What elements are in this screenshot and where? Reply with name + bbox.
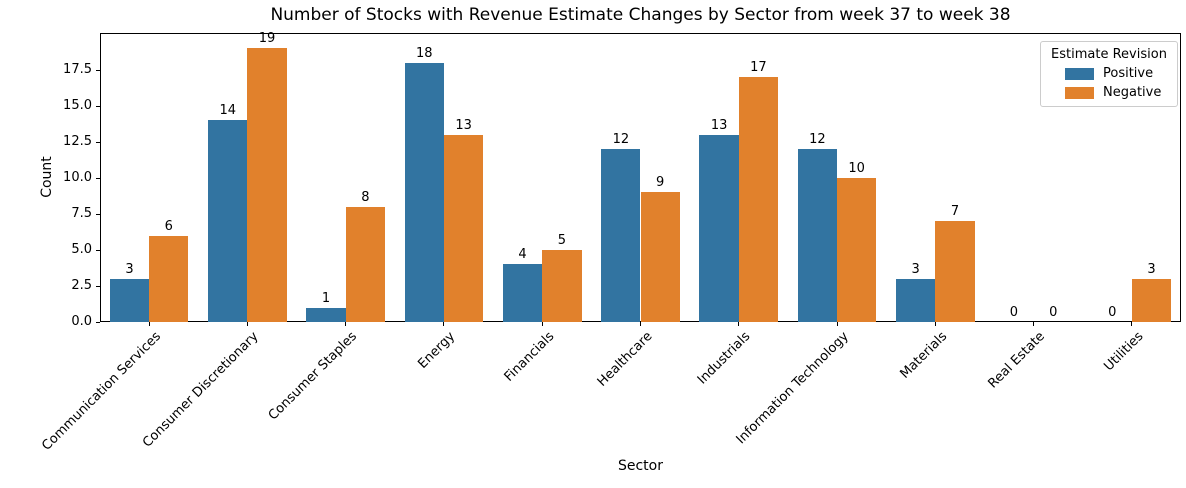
bar-negative — [443, 134, 484, 322]
x-tick-label: Consumer Staples — [265, 329, 361, 424]
x-tick-mark — [148, 322, 150, 326]
bar-value-label: 9 — [656, 175, 665, 191]
x-tick-mark — [443, 322, 445, 326]
bar-value-label: 3 — [1147, 261, 1156, 277]
bar-value-label: 8 — [361, 189, 370, 205]
x-tick-label: Utilities — [1101, 329, 1147, 375]
bar-negative — [345, 206, 385, 322]
bar-negative — [837, 178, 877, 322]
bar-value-label: 12 — [809, 132, 826, 148]
negative-series-swatch — [1065, 86, 1094, 99]
x-tick-mark — [640, 322, 641, 326]
y-tick-mark — [96, 141, 100, 143]
bar-negative — [935, 221, 975, 322]
bar-positive — [208, 120, 248, 322]
bar-value-label: 0 — [1009, 305, 1019, 320]
bar-value-label: 7 — [950, 204, 960, 220]
x-tick-mark — [345, 322, 347, 326]
x-tick-label: Real Estate — [985, 329, 1049, 392]
bar-value-label: 0 — [1108, 305, 1117, 320]
y-tick-label: 10.0 — [63, 170, 92, 185]
bar-value-label: 13 — [710, 117, 728, 133]
bar-positive — [306, 307, 346, 322]
x-tick-mark — [934, 322, 936, 326]
x-tick-label: Financials — [501, 329, 557, 385]
bar-value-label: 19 — [258, 31, 276, 47]
x-tick-mark — [836, 322, 838, 326]
y-tick-mark — [96, 105, 100, 107]
y-tick-label: 0.0 — [71, 314, 92, 329]
y-tick-label: 12.5 — [63, 134, 92, 149]
bar-positive — [502, 264, 543, 322]
bar-value-label: 3 — [911, 261, 920, 277]
bar-value-label: 13 — [455, 117, 472, 133]
bar-positive — [896, 278, 936, 322]
bar-value-label: 3 — [125, 261, 134, 277]
y-tick-mark — [96, 69, 100, 71]
bar-value-label: 12 — [612, 132, 630, 148]
legend: Estimate Revision Positive Negative — [1040, 41, 1178, 107]
x-tick-label: Healthcare — [594, 329, 656, 390]
bar-value-label: 0 — [1049, 305, 1058, 320]
x-tick-label: Industrials — [694, 329, 754, 388]
x-tick-mark — [738, 322, 740, 326]
y-tick-mark — [96, 177, 100, 179]
bar-value-label: 1 — [321, 290, 331, 306]
bar-value-label: 6 — [164, 218, 173, 234]
x-tick-mark — [246, 322, 248, 326]
bar-negative — [640, 192, 680, 322]
legend-item-positive: Positive — [1047, 64, 1171, 83]
legend-item-negative: Negative — [1047, 83, 1171, 102]
bar-value-label: 10 — [848, 161, 865, 177]
y-tick-mark — [96, 321, 100, 323]
legend-label-positive: Positive — [1103, 66, 1154, 81]
x-tick-label: Information Technology — [733, 329, 852, 448]
bar-value-label: 17 — [750, 60, 767, 76]
x-tick-label: Consumer Discretionary — [140, 329, 263, 451]
x-tick-mark — [1033, 322, 1035, 326]
y-tick-mark — [96, 213, 100, 215]
y-tick-label: 7.5 — [71, 206, 92, 221]
bar-negative — [247, 48, 287, 322]
x-axis-label: Sector — [617, 458, 663, 474]
bar-negative — [738, 77, 779, 322]
x-tick-label: Energy — [415, 329, 459, 372]
bar-value-label: 14 — [219, 103, 237, 119]
bar-positive — [699, 134, 739, 322]
bar-positive — [797, 149, 838, 322]
chart-title: Number of Stocks with Revenue Estimate C… — [270, 5, 1011, 25]
legend-label-negative: Negative — [1103, 85, 1162, 100]
x-tick-mark — [541, 322, 543, 326]
bar-negative — [149, 235, 189, 322]
y-tick-label: 17.5 — [63, 62, 92, 77]
bar-value-label: 5 — [557, 233, 567, 249]
plot-area: 0.0 2.5 5.0 7.5 10.0 12.5 15.0 17.5 3 6 Communicat… — [39, 31, 1181, 454]
y-tick-label: 5.0 — [71, 242, 92, 257]
x-tick-label: Materials — [897, 329, 950, 382]
positive-series-swatch — [1065, 67, 1094, 80]
legend-title: Estimate Revision — [1051, 47, 1167, 62]
bar-value-label: 4 — [518, 247, 527, 263]
bar-positive — [404, 62, 444, 322]
bar-positive — [109, 278, 150, 322]
y-tick-label: 15.0 — [63, 98, 92, 113]
y-tick-label: 2.5 — [71, 278, 92, 293]
bar-negative — [1131, 278, 1172, 322]
x-tick-mark — [1131, 322, 1133, 326]
bar-positive — [601, 149, 641, 322]
bar-negative — [542, 250, 582, 322]
bar-value-label: 18 — [416, 45, 433, 61]
y-tick-mark — [96, 285, 100, 287]
y-tick-mark — [96, 249, 100, 251]
